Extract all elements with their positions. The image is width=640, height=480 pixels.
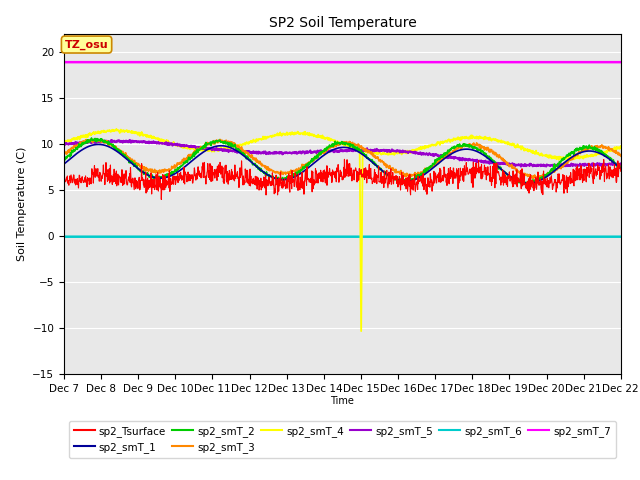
sp2_Tsurface (617, 168, 625, 174)
sp2_smT_1 (378, 167, 385, 173)
sp2_smT_7 (308, 59, 316, 65)
sp2_smT_5 (617, 162, 625, 168)
sp2_Tsurface (103, 173, 111, 179)
sp2_smT_4 (308, 132, 316, 137)
sp2_smT_1 (95, 142, 102, 147)
sp2_smT_7 (318, 59, 326, 65)
sp2_smT_2 (297, 167, 305, 173)
sp2_smT_4 (318, 133, 326, 139)
Y-axis label: Soil Temperature (C): Soil Temperature (C) (17, 147, 27, 261)
sp2_Tsurface (297, 178, 305, 184)
sp2_smT_6 (318, 234, 326, 240)
sp2_smT_1 (126, 159, 134, 165)
sp2_smT_3 (308, 157, 316, 163)
sp2_smT_1 (60, 161, 68, 167)
sp2_smT_2 (522, 182, 530, 188)
sp2_Tsurface (157, 197, 165, 203)
sp2_smT_2 (88, 135, 95, 141)
Legend: sp2_Tsurface, sp2_smT_1, sp2_smT_2, sp2_smT_3, sp2_smT_4, sp2_smT_5, sp2_smT_6, : sp2_Tsurface, sp2_smT_1, sp2_smT_2, sp2_… (68, 420, 616, 458)
sp2_smT_2 (617, 167, 625, 172)
sp2_Tsurface (126, 171, 134, 177)
sp2_smT_7 (103, 59, 111, 65)
sp2_smT_1 (617, 166, 625, 171)
sp2_smT_4 (113, 126, 120, 132)
Text: TZ_osu: TZ_osu (65, 39, 108, 50)
sp2_smT_6 (103, 234, 111, 240)
Line: sp2_Tsurface: sp2_Tsurface (64, 159, 621, 200)
sp2_smT_3 (60, 150, 68, 156)
sp2_smT_6 (617, 234, 625, 240)
sp2_smT_2 (126, 160, 134, 166)
Title: SP2 Soil Temperature: SP2 Soil Temperature (269, 16, 416, 30)
sp2_smT_6 (126, 234, 134, 240)
sp2_smT_3 (318, 149, 326, 155)
sp2_smT_2 (318, 148, 326, 154)
sp2_smT_7 (617, 59, 625, 65)
sp2_smT_3 (617, 153, 625, 159)
sp2_Tsurface (60, 175, 68, 181)
sp2_smT_5 (126, 137, 134, 143)
sp2_smT_4 (617, 143, 625, 149)
sp2_smT_1 (297, 170, 305, 176)
sp2_smT_5 (378, 148, 385, 154)
sp2_smT_3 (91, 136, 99, 142)
sp2_smT_6 (60, 234, 68, 240)
sp2_smT_3 (104, 138, 111, 144)
sp2_smT_1 (308, 162, 316, 168)
Line: sp2_smT_1: sp2_smT_1 (64, 144, 621, 183)
sp2_smT_2 (60, 157, 68, 163)
X-axis label: Time: Time (330, 396, 355, 406)
sp2_smT_1 (525, 180, 532, 186)
sp2_smT_3 (126, 155, 134, 161)
sp2_smT_5 (60, 142, 68, 147)
sp2_smT_7 (377, 59, 385, 65)
sp2_smT_1 (318, 154, 326, 159)
sp2_smT_3 (534, 176, 541, 181)
sp2_smT_2 (308, 159, 316, 165)
sp2_Tsurface (318, 175, 326, 180)
sp2_smT_6 (296, 234, 304, 240)
sp2_smT_6 (377, 234, 385, 240)
Line: sp2_smT_3: sp2_smT_3 (64, 139, 621, 179)
sp2_smT_4 (103, 128, 111, 134)
sp2_smT_4 (297, 131, 305, 136)
sp2_smT_7 (60, 59, 68, 65)
sp2_smT_7 (296, 59, 304, 65)
Line: sp2_smT_2: sp2_smT_2 (64, 138, 621, 185)
sp2_smT_1 (104, 143, 111, 149)
sp2_smT_5 (126, 138, 134, 144)
sp2_smT_5 (103, 139, 111, 145)
sp2_smT_5 (517, 164, 525, 169)
sp2_smT_4 (126, 129, 134, 135)
sp2_smT_2 (104, 139, 111, 145)
sp2_Tsurface (378, 179, 385, 185)
sp2_smT_3 (378, 158, 385, 164)
sp2_smT_4 (378, 151, 385, 157)
sp2_smT_4 (357, 328, 365, 334)
sp2_smT_5 (308, 150, 316, 156)
sp2_Tsurface (340, 156, 348, 162)
sp2_smT_4 (60, 140, 68, 145)
Line: sp2_smT_4: sp2_smT_4 (64, 129, 621, 331)
sp2_Tsurface (308, 189, 316, 195)
sp2_smT_5 (297, 149, 305, 155)
sp2_smT_2 (378, 167, 385, 173)
sp2_smT_5 (318, 149, 326, 155)
Line: sp2_smT_5: sp2_smT_5 (64, 140, 621, 167)
sp2_smT_7 (126, 59, 134, 65)
sp2_smT_3 (297, 165, 305, 171)
sp2_smT_6 (308, 234, 316, 240)
